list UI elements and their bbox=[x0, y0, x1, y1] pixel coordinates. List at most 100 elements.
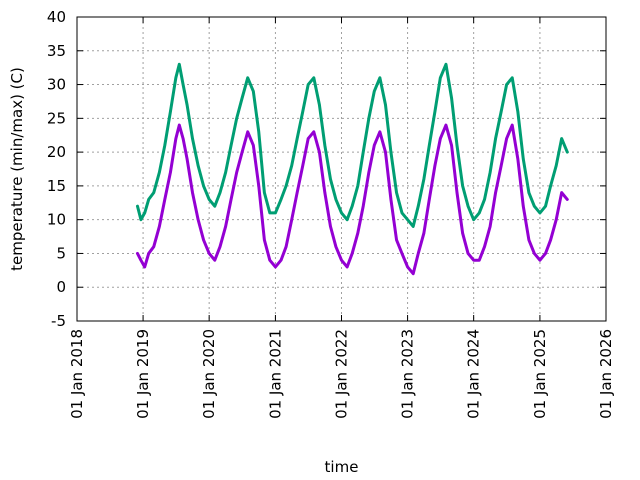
data-point bbox=[174, 137, 178, 140]
data-point bbox=[483, 198, 486, 201]
data-point bbox=[224, 225, 227, 228]
data-point bbox=[263, 191, 266, 194]
data-point bbox=[235, 117, 238, 120]
data-point bbox=[185, 103, 189, 107]
data-point bbox=[549, 184, 552, 188]
data-point bbox=[290, 164, 293, 167]
data-point bbox=[301, 110, 304, 113]
data-point bbox=[323, 191, 327, 194]
y-tick-label: 10 bbox=[47, 211, 66, 229]
data-point bbox=[139, 218, 143, 221]
data-point bbox=[246, 76, 249, 80]
data-point bbox=[478, 259, 481, 262]
data-point bbox=[158, 171, 161, 174]
data-point bbox=[191, 137, 194, 140]
data-point bbox=[505, 83, 508, 86]
data-point bbox=[163, 198, 167, 201]
x-tick-label: 01 Jan 2024 bbox=[465, 329, 483, 419]
data-point bbox=[472, 259, 475, 262]
y-tick-label: -5 bbox=[51, 312, 66, 330]
data-point bbox=[384, 103, 387, 107]
data-point bbox=[555, 164, 558, 167]
data-point bbox=[466, 252, 470, 255]
data-point bbox=[295, 137, 299, 140]
data-point bbox=[356, 231, 359, 235]
data-point bbox=[284, 245, 288, 248]
data-point bbox=[191, 191, 194, 194]
data-point bbox=[147, 198, 150, 201]
data-point bbox=[318, 103, 321, 107]
data-point bbox=[178, 63, 181, 66]
data-point bbox=[174, 76, 178, 80]
data-point bbox=[213, 204, 216, 208]
data-point bbox=[139, 259, 143, 262]
data-point bbox=[279, 198, 283, 201]
data-point bbox=[499, 164, 503, 167]
data-point bbox=[340, 259, 343, 262]
data-point bbox=[538, 259, 542, 262]
data-point bbox=[252, 144, 255, 147]
y-tick-label: 15 bbox=[47, 177, 66, 195]
data-point bbox=[152, 191, 155, 194]
data-point bbox=[202, 184, 205, 188]
data-point bbox=[181, 137, 185, 140]
data-point bbox=[466, 204, 470, 208]
series-group bbox=[135, 62, 569, 276]
data-point bbox=[257, 184, 260, 188]
data-point bbox=[461, 184, 464, 188]
data-point bbox=[284, 184, 288, 188]
data-point bbox=[136, 204, 139, 208]
data-point bbox=[152, 245, 155, 248]
data-point bbox=[329, 225, 332, 228]
data-point bbox=[488, 225, 492, 228]
data-point bbox=[527, 238, 531, 242]
data-point bbox=[356, 184, 359, 188]
data-point bbox=[560, 137, 563, 140]
y-tick-label: 35 bbox=[47, 42, 66, 60]
data-point bbox=[488, 171, 492, 174]
data-point bbox=[511, 123, 514, 127]
data-point bbox=[395, 191, 398, 194]
y-tick-label: 20 bbox=[47, 143, 66, 161]
data-point bbox=[400, 211, 404, 215]
data-point bbox=[329, 177, 332, 181]
data-point bbox=[373, 144, 376, 147]
data-point bbox=[334, 245, 338, 248]
data-point bbox=[533, 204, 536, 208]
data-point bbox=[334, 198, 338, 201]
data-point bbox=[499, 110, 503, 113]
data-point bbox=[566, 150, 569, 154]
data-point bbox=[538, 211, 542, 215]
data-point bbox=[428, 198, 431, 201]
data-point bbox=[511, 76, 514, 80]
x-tick-label: 01 Jan 2018 bbox=[68, 329, 86, 419]
x-tick-label: 01 Jan 2020 bbox=[200, 329, 218, 419]
data-point bbox=[323, 144, 327, 147]
data-point bbox=[218, 191, 222, 194]
data-point bbox=[516, 157, 520, 161]
data-point bbox=[367, 117, 371, 120]
data-point bbox=[345, 265, 349, 269]
data-point bbox=[362, 204, 365, 208]
data-point bbox=[494, 191, 497, 194]
data-point bbox=[444, 123, 448, 127]
y-tick-label: 40 bbox=[47, 8, 66, 26]
data-point bbox=[505, 137, 508, 140]
data-point bbox=[472, 218, 475, 221]
data-point bbox=[411, 225, 415, 228]
data-point bbox=[163, 144, 167, 147]
data-point bbox=[213, 259, 216, 262]
data-point bbox=[494, 137, 497, 140]
data-point bbox=[268, 211, 272, 215]
data-point bbox=[224, 171, 227, 174]
data-point bbox=[406, 218, 409, 221]
data-point bbox=[533, 252, 536, 255]
data-point bbox=[185, 157, 189, 161]
data-point bbox=[450, 96, 453, 100]
data-point bbox=[549, 238, 552, 242]
data-point bbox=[389, 198, 393, 201]
data-point bbox=[422, 177, 426, 181]
data-point bbox=[240, 96, 244, 100]
data-point bbox=[218, 245, 222, 248]
